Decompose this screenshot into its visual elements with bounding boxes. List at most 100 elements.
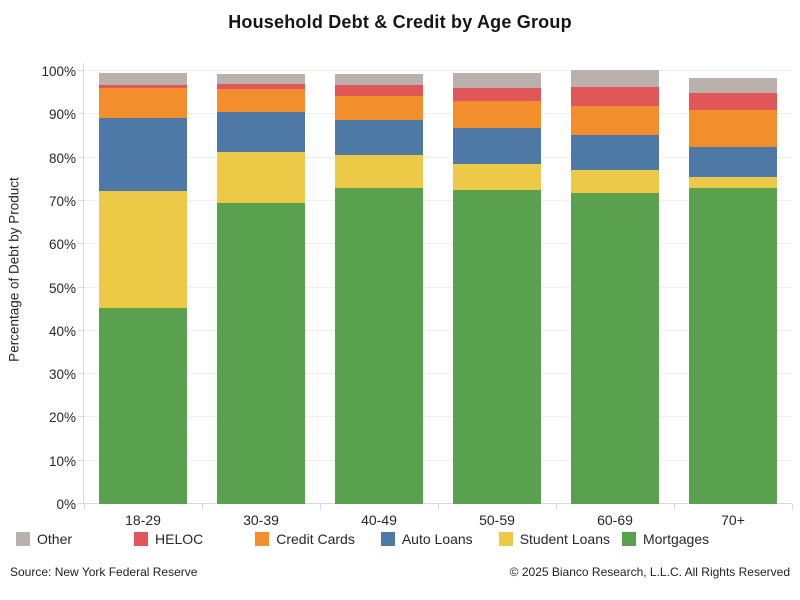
stacked-bar-70+ [689, 77, 777, 504]
gridline-30 [84, 373, 792, 375]
stacked-bar-18-29 [99, 73, 187, 504]
segment-credit-cards-50-59 [453, 100, 541, 129]
y-tick-mark-30 [78, 373, 84, 375]
source-note: Source: New York Federal Reserve [10, 565, 198, 579]
y-tick-mark-20 [78, 416, 84, 418]
y-tick-label-0: 0% [56, 497, 76, 512]
segment-mortgages-40-49 [335, 187, 423, 504]
x-tick-label-60-69: 60-69 [597, 512, 633, 528]
legend-label-other: Other [37, 531, 73, 547]
plot-area: 0% 10% 20% 30% 40% 50% 60% 70% 80% 90% 100% 18-29 3… [41, 63, 793, 528]
segment-student-loans-30-39 [217, 152, 305, 204]
segment-mortgages-60-69 [571, 192, 659, 504]
bar-slot-18-29 [84, 71, 202, 504]
segment-mortgages-18-29 [99, 308, 187, 504]
legend-item-heloc: HELOC [134, 531, 203, 547]
segment-heloc-18-29 [99, 84, 187, 88]
gridline-0 [84, 503, 792, 504]
segment-auto-loans-30-39 [217, 111, 305, 153]
legend-label-credit-cards: Credit Cards [276, 531, 355, 547]
category-tick-5 [674, 504, 675, 510]
y-tick-mark-40 [78, 329, 84, 331]
segment-heloc-40-49 [335, 85, 423, 97]
legend-swatch-other [16, 532, 30, 546]
bar-group-container [84, 69, 792, 504]
legend-item-credit-cards: Credit Cards [255, 531, 355, 547]
bar-slot-30-39 [202, 71, 320, 504]
x-tick-label-30-39: 30-39 [243, 512, 279, 528]
y-tick-label-60: 60% [48, 237, 76, 253]
legend-swatch-student-loans [498, 532, 513, 546]
bar-slot-60-69 [556, 69, 674, 504]
y-tick-label-20: 20% [48, 410, 76, 426]
legend-swatch-credit-cards [255, 532, 270, 546]
bar-slot-50-59 [438, 71, 556, 504]
gridline-90 [84, 113, 792, 115]
y-tick-label-100: 100% [41, 64, 76, 79]
segment-auto-loans-70+ [689, 147, 777, 178]
stacked-bar-50-59 [453, 73, 541, 504]
category-tick-3 [438, 504, 439, 510]
legend-item-mortgages: Mortgages [621, 531, 710, 547]
stacked-bar-40-49 [335, 74, 423, 504]
gridline-50 [84, 286, 792, 288]
y-tick-mark-50 [78, 286, 84, 288]
segment-other-18-29 [99, 73, 187, 85]
segment-heloc-60-69 [571, 86, 659, 106]
segment-auto-loans-18-29 [99, 117, 187, 191]
segment-student-loans-18-29 [99, 190, 187, 309]
y-tick-mark-60 [78, 243, 84, 245]
y-tick-mark-70 [78, 199, 84, 201]
segment-mortgages-70+ [689, 187, 777, 504]
segment-other-40-49 [335, 74, 423, 86]
stacked-bar-30-39 [217, 73, 305, 504]
segment-heloc-30-39 [217, 84, 305, 89]
y-tick-label-70: 70% [48, 193, 76, 209]
y-axis-title: Percentage of Debt by Product [6, 177, 22, 362]
segment-student-loans-60-69 [571, 170, 659, 193]
segment-other-50-59 [453, 73, 541, 88]
gridline-70 [84, 199, 792, 201]
copyright-note: © 2025 Bianco Research, L.L.C. All Right… [509, 565, 790, 579]
segment-student-loans-70+ [689, 177, 777, 188]
category-tick-4 [556, 504, 557, 510]
segment-heloc-70+ [689, 93, 777, 111]
category-tick-1 [202, 504, 203, 510]
legend-swatch-mortgages [621, 532, 636, 546]
y-tick-label-50: 50% [48, 280, 76, 296]
y-tick-mark-0 [78, 503, 84, 504]
segment-credit-cards-40-49 [335, 96, 423, 120]
legend-swatch-auto-loans [380, 532, 395, 546]
x-tick-label-70+: 70+ [721, 512, 745, 528]
gridline-80 [84, 156, 792, 158]
legend-label-student-loans: Student Loans [519, 531, 610, 547]
category-tick-6 [792, 504, 793, 510]
segment-heloc-50-59 [453, 87, 541, 101]
gridline-10 [84, 459, 792, 461]
legend-label-mortgages: Mortgages [642, 531, 710, 547]
x-tick-label-40-49: 40-49 [361, 512, 397, 528]
y-tick-mark-90 [78, 113, 84, 115]
chart-title: Household Debt & Credit by Age Group [228, 12, 572, 32]
segment-credit-cards-70+ [689, 110, 777, 148]
bar-slot-40-49 [320, 71, 438, 504]
segment-other-60-69 [571, 69, 659, 87]
gridline-40 [84, 329, 792, 331]
x-tick-label-18-29: 18-29 [125, 512, 161, 528]
y-tick-mark-10 [78, 459, 84, 461]
segment-mortgages-50-59 [453, 190, 541, 504]
y-tick-label-90: 90% [48, 107, 76, 123]
x-tick-label-50-59: 50-59 [479, 512, 515, 528]
legend: Other HELOC Credit Cards Auto Loans Student … [16, 531, 709, 547]
segment-credit-cards-18-29 [99, 87, 187, 118]
segment-other-30-39 [217, 73, 305, 85]
stacked-bar-60-69 [571, 69, 659, 504]
legend-item-other: Other [16, 531, 72, 547]
gridline-100 [84, 70, 792, 71]
segment-other-70+ [689, 77, 777, 94]
legend-item-auto-loans: Auto Loans [380, 531, 473, 547]
y-tick-label-10: 10% [48, 453, 76, 469]
segment-student-loans-40-49 [335, 154, 423, 188]
segment-credit-cards-30-39 [217, 88, 305, 112]
